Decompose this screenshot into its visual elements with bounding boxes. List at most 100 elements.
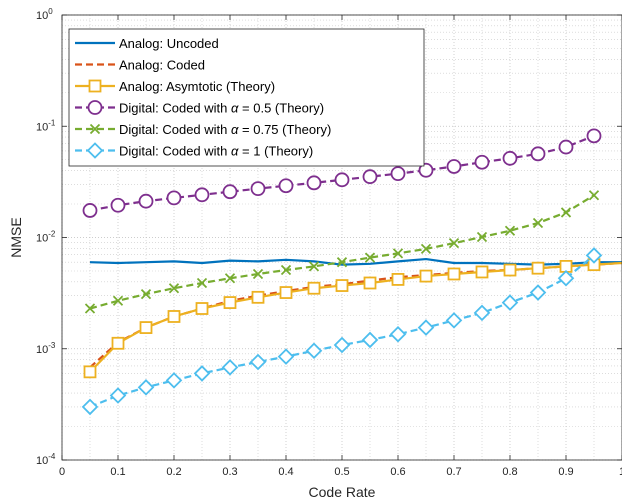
x-tick-label: 0.9 (558, 466, 573, 478)
data-point (334, 172, 350, 188)
data-point (278, 178, 294, 194)
data-point (110, 197, 126, 213)
y-tick-label: 10-1 (36, 118, 56, 133)
data-point (391, 273, 405, 286)
x-tick-label: 0.7 (446, 466, 461, 478)
legend-marker (89, 123, 101, 135)
data-point (445, 312, 463, 329)
x-tick-label: 0 (59, 466, 65, 478)
data-point (473, 304, 491, 322)
data-point (84, 303, 96, 314)
data-point (558, 139, 574, 155)
x-tick-label: 0.3 (222, 466, 237, 478)
data-point (165, 372, 183, 389)
legend-label: Analog: Uncoded (119, 36, 219, 51)
x-tick-label: 0.6 (390, 466, 405, 478)
data-point (249, 353, 267, 371)
x-marker-stroke (84, 303, 96, 314)
legend-item: Digital: Coded with α = 0.5 (Theory) (75, 100, 324, 116)
data-point (140, 288, 152, 300)
data-point (446, 159, 462, 174)
legend-item: Analog: Uncoded (75, 36, 219, 51)
x-marker-stroke (89, 123, 101, 135)
data-point (588, 190, 600, 201)
legend-label: Digital: Coded with α = 0.75 (Theory) (119, 122, 331, 137)
series-4 (84, 190, 600, 314)
x-axis-label: Code Rate (309, 484, 376, 500)
data-point (503, 263, 517, 277)
data-point (390, 166, 406, 182)
y-tick-label: 10-3 (36, 341, 56, 356)
data-point (476, 231, 488, 243)
data-point (502, 150, 518, 166)
data-point (222, 184, 238, 200)
x-marker-stroke (392, 248, 404, 259)
data-point (475, 265, 489, 279)
data-point (362, 169, 378, 185)
data-point (166, 190, 182, 206)
data-point (363, 276, 377, 290)
x-marker-stroke (168, 283, 180, 294)
x-marker-stroke (308, 261, 320, 272)
legend-marker (86, 142, 104, 159)
data-point (335, 279, 349, 292)
data-point (223, 296, 237, 309)
data-point (251, 290, 265, 304)
y-tick-label: 10-2 (36, 230, 56, 245)
legend-item: Digital: Coded with α = 0.75 (Theory) (75, 122, 331, 137)
y-tick-label: 100 (36, 7, 53, 22)
data-point (560, 207, 572, 218)
data-point (81, 398, 99, 416)
data-point (194, 187, 210, 203)
data-point (224, 273, 236, 284)
data-point (252, 268, 264, 280)
data-point (112, 295, 124, 306)
y-tick-label: 10-4 (36, 452, 56, 467)
legend: Analog: Uncoded Analog: Coded Analog: Asym… (68, 28, 425, 167)
data-point (420, 243, 432, 255)
data-point (389, 325, 407, 343)
x-marker-stroke (560, 207, 572, 218)
series-layer (81, 128, 622, 416)
data-point (557, 270, 575, 287)
data-point (167, 310, 181, 323)
x-marker-stroke (588, 190, 600, 201)
data-point (447, 267, 461, 281)
data-point (305, 342, 323, 359)
legend-item: Analog: Asymtotic (Theory) (75, 79, 275, 94)
x-marker-stroke (196, 277, 208, 289)
x-marker-stroke (364, 252, 376, 263)
data-point (280, 264, 292, 276)
data-point (361, 331, 379, 349)
data-point (109, 387, 127, 404)
series-5 (81, 247, 603, 416)
legend-box (68, 28, 425, 167)
data-point (364, 252, 376, 263)
data-point (531, 261, 545, 275)
data-point (306, 175, 322, 191)
data-point (448, 237, 460, 249)
x-marker-stroke (252, 268, 264, 280)
data-point (586, 128, 602, 144)
data-point (419, 269, 433, 283)
x-marker-stroke (504, 225, 516, 236)
data-point (195, 302, 209, 315)
legend-label: Digital: Coded with α = 1 (Theory) (119, 144, 313, 159)
x-tick-label: 0.8 (502, 466, 517, 478)
x-marker-stroke (336, 257, 348, 268)
data-point (196, 277, 208, 289)
x-marker-stroke (140, 288, 152, 300)
data-point (250, 181, 266, 197)
x-marker-stroke (420, 243, 432, 255)
data-point (168, 283, 180, 294)
data-point (277, 348, 295, 365)
data-point (585, 247, 603, 264)
data-point (417, 319, 435, 336)
legend-label: Analog: Coded (119, 58, 205, 73)
legend-label: Analog: Asymtotic (Theory) (119, 79, 275, 94)
x-marker-stroke (532, 217, 544, 229)
legend-item: Digital: Coded with α = 1 (Theory) (75, 142, 313, 159)
data-point (83, 365, 97, 379)
data-point (279, 286, 293, 299)
